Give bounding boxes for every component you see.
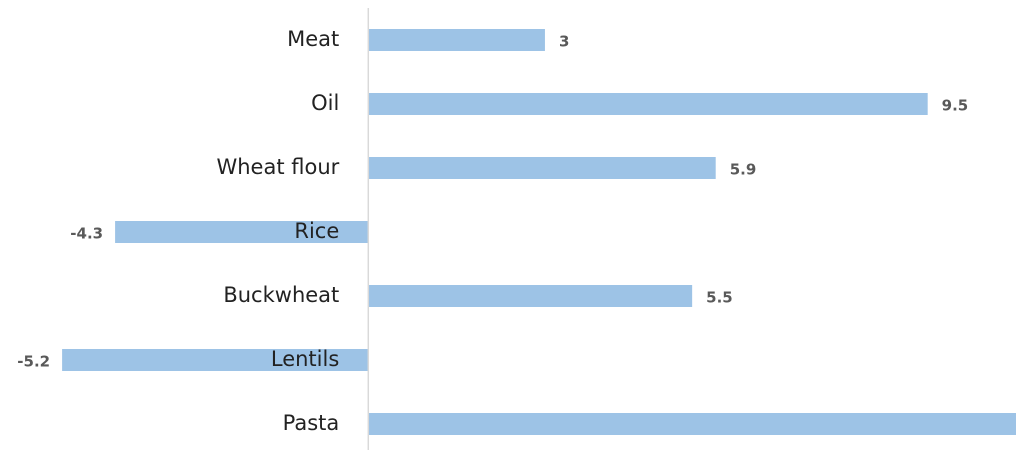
- bar: [368, 157, 716, 179]
- bar: [368, 413, 1016, 435]
- data-label: 5.9: [730, 161, 757, 179]
- category-label: Wheat flour: [216, 155, 339, 179]
- data-label: -4.3: [70, 225, 103, 243]
- data-label: -5.2: [17, 353, 50, 371]
- category-label: Pasta: [283, 411, 340, 435]
- bar: [368, 285, 693, 307]
- category-label: Buckwheat: [223, 283, 339, 307]
- data-label: 9.5: [942, 97, 969, 115]
- category-label: Oil: [311, 91, 339, 115]
- bar: [368, 29, 545, 51]
- category-label: Lentils: [271, 347, 339, 371]
- bar: [62, 349, 369, 371]
- data-label: 5.5: [706, 289, 733, 307]
- category-label: Rice: [294, 219, 339, 243]
- bar: [115, 221, 369, 243]
- bar: [368, 93, 928, 115]
- category-label: Meat: [287, 27, 339, 51]
- data-label: 3: [559, 33, 569, 51]
